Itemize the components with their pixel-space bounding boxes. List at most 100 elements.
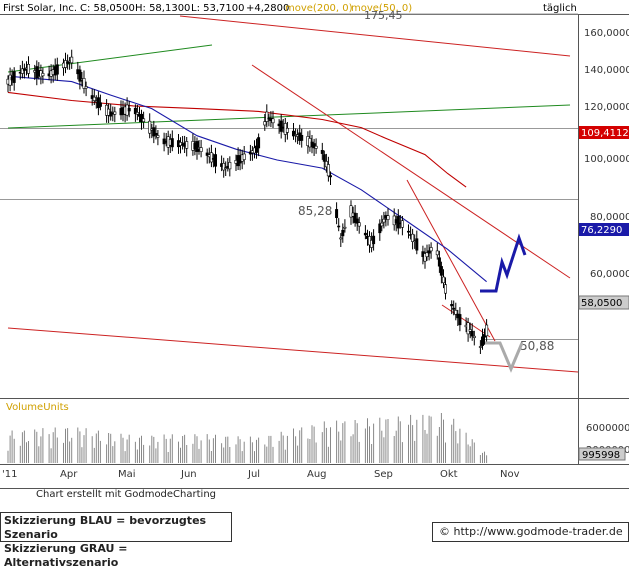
scenario-blue-path [480,233,527,293]
candle-body [349,205,353,218]
x-tick-label: '11 [2,469,17,480]
trendline-green-short [7,44,213,73]
candle-body [300,135,304,141]
y-tick-label: 60,0000 [590,269,629,280]
candle-body [55,64,59,75]
candle-body [427,250,431,254]
candle-body [78,69,82,82]
volume-panel-label: VolumeUnits [6,402,69,413]
candle-body [314,145,318,149]
y-tick-label: 140,0000 [584,65,629,76]
candle-body [242,153,246,160]
candle-body [485,324,489,337]
candle-body [355,218,359,224]
candle-body [148,120,152,134]
candle-body [339,237,343,240]
candle-body [199,147,203,152]
x-axis: '11 Apr Mai Jun Jul Aug Sep Okt Nov [2,469,520,480]
candle-body [195,141,199,152]
x-tick-label: Mai [118,469,136,480]
candle-body [320,150,324,154]
ma50-marker-value: 76,2290 [581,225,622,236]
candle-body [411,233,415,242]
candle-body [222,163,226,171]
candle-body [472,335,476,339]
volume-last-box [578,447,626,461]
candle-body [70,56,74,64]
scenario-legend: Skizzierung BLAU = bevorzugtes Szenario … [0,512,232,569]
candle-body [84,86,88,89]
candle-body [466,322,470,335]
candle-body [341,229,345,237]
x-tick-label: Nov [500,469,520,480]
candle-body [170,138,174,148]
candle-body [343,226,347,229]
candle-body [429,247,433,252]
candle-body [92,96,96,101]
change-value: +4,2800 [246,3,289,14]
candle-body [66,61,70,64]
y-tick-label: 120,0000 [584,102,629,113]
chart-title: First Solar, Inc. [3,3,77,14]
candle-body [135,112,139,115]
trendline-red-lower [7,327,579,373]
level-label-low: 50,88 [520,339,554,353]
legend-gray-text: Skizzierung GRAU = Alternativszenario [4,542,128,569]
candle-body [265,111,269,122]
level-label-mid: 85,28 [298,204,332,218]
source-link[interactable]: © http://www.godmode-trader.de [432,522,629,542]
candle-body [437,257,441,267]
level-label-top: 175,45 [364,9,403,22]
candle-body [279,120,283,132]
candle-body [423,253,427,262]
candle-body [382,218,386,223]
trendline-red-upper [179,15,571,57]
candle-body [480,336,484,346]
candle-body [209,152,213,163]
candle-body [435,250,439,256]
candle-body [458,314,462,326]
candle-body [328,175,332,178]
candle-body [154,133,158,136]
candle-body [214,154,218,167]
ma200-marker-box [579,126,629,139]
volume-bars [7,413,488,463]
candle-body [353,212,357,223]
candle-body [255,145,259,153]
candle-body [113,111,117,115]
candle-body [406,230,410,233]
candle-body [363,232,367,236]
y-tick-label: 100,0000 [584,154,629,165]
candle-body [400,220,404,228]
ma200-legend: move(200, 0) [285,3,353,14]
high-value: H: 58,1300 [135,3,190,14]
candle-body [257,137,261,149]
candle-body [470,330,474,337]
candle-body [142,118,146,123]
y-tick-label: 160,0000 [584,28,629,39]
candle-body [224,167,228,169]
scenario-gray-path [485,341,524,373]
volume-last-value: 995998 [582,450,620,461]
candle-body [478,346,482,348]
candle-body [337,225,341,228]
candle-body [64,60,68,68]
candle-body [205,152,209,156]
trendline-red-steep [406,179,496,342]
candle-body [22,68,26,71]
x-tick-label: Aug [307,469,327,480]
candle-body [378,223,382,234]
candle-body [452,307,456,310]
interval-label: täglich [543,3,577,14]
candle-body [326,164,330,177]
candle-body [41,73,45,77]
candle-body [263,121,267,126]
close-value: C: 58,0500 [80,3,135,14]
y-axis: 160,0000 140,0000 120,0000 100,0000 80,0… [584,28,629,280]
candle-body [156,135,160,138]
stock-chart: First Solar, Inc. C: 58,0500 H: 58,1300 … [0,3,629,489]
candle-body [396,216,400,229]
candle-body [357,222,361,227]
candle-body [322,154,326,162]
candle-body [26,64,30,74]
